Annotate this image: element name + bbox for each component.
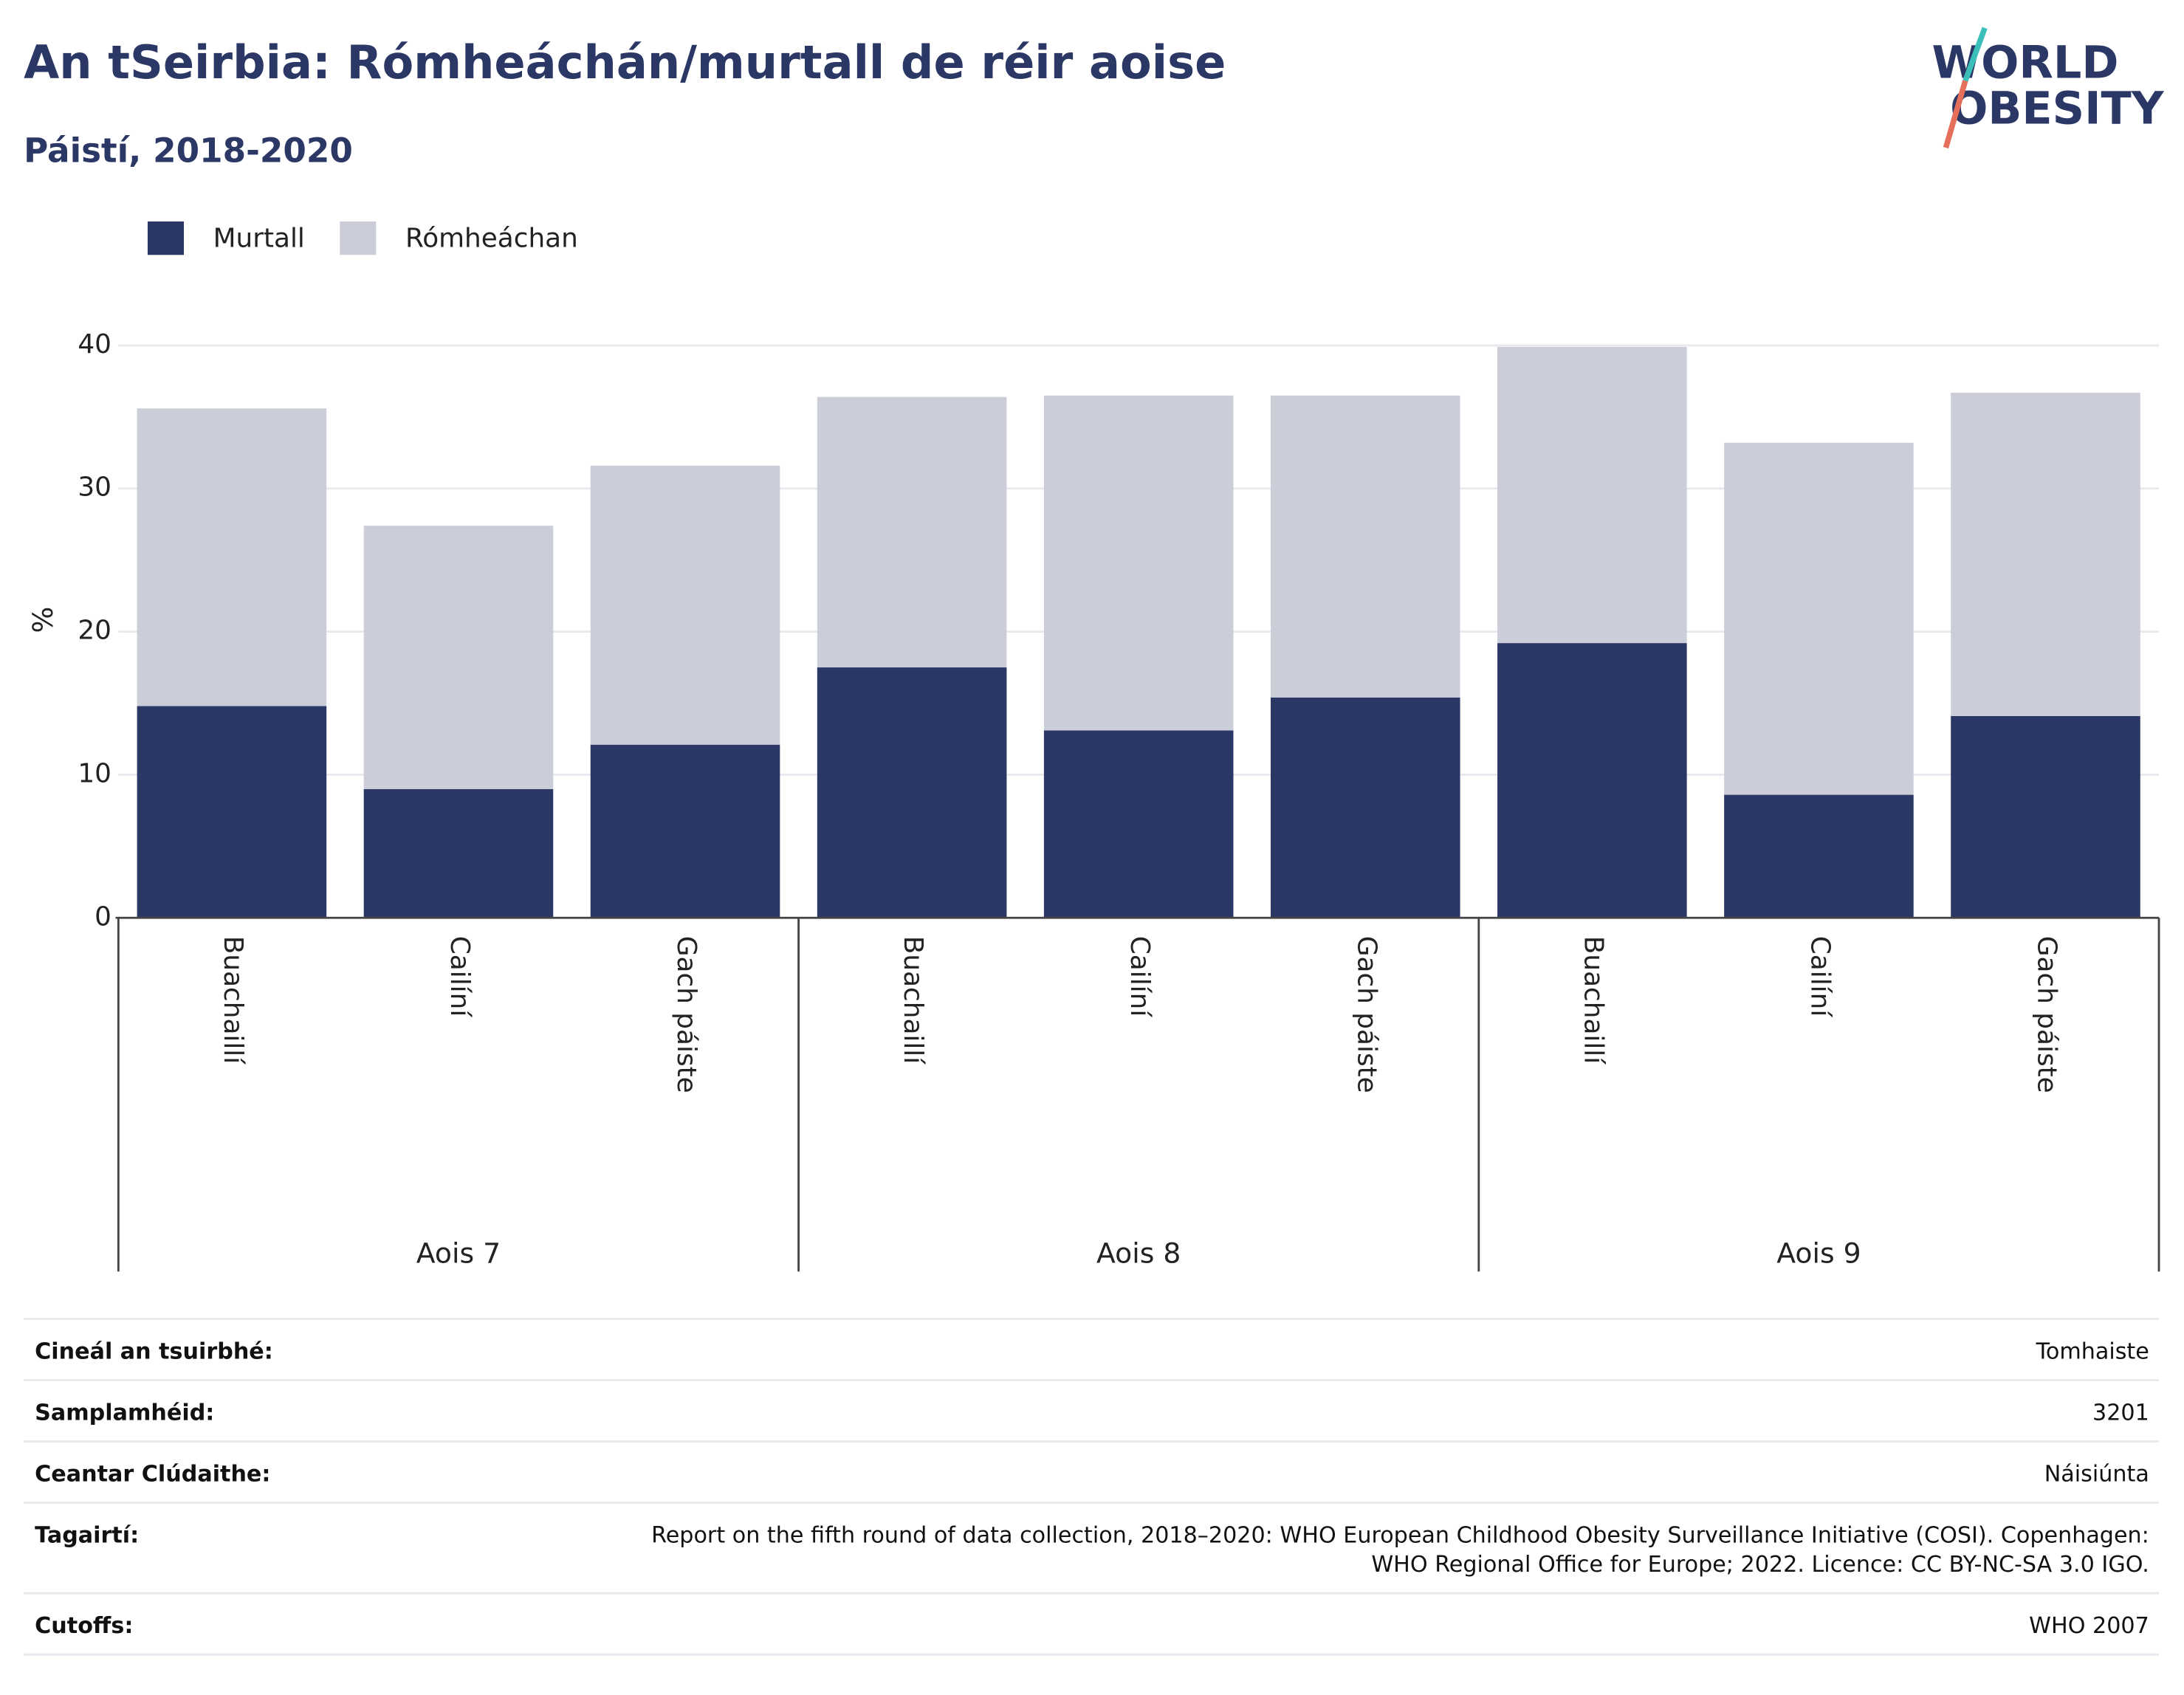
x-tick-label: Gach páiste [2032, 936, 2062, 1093]
x-tick-label: Gach páiste [1351, 936, 1381, 1093]
logo-text: WORLD [1932, 37, 2119, 89]
info-label: Samplamhéid: [35, 1400, 214, 1426]
chart-title: An tSeirbia: Rómheáchán/murtall de réir … [24, 35, 1226, 89]
bar-segment [1043, 730, 1234, 918]
info-value: Report on the fifth round of data collec… [651, 1522, 2149, 1548]
legend-swatch [340, 221, 377, 255]
info-value: WHO Regional Office for Europe; 2022. Li… [1371, 1552, 2149, 1578]
logo-slash [1962, 27, 1988, 82]
y-axis-label: % [27, 607, 59, 633]
info-label: Ceantar Clúdaithe: [35, 1461, 270, 1487]
group-label: Aois 9 [1776, 1237, 1861, 1269]
bar-segment [1951, 715, 2140, 918]
bar-segment [137, 408, 327, 706]
group-label: Aois 8 [1096, 1237, 1181, 1269]
y-tick-label: 30 [78, 472, 111, 503]
y-tick-label: 20 [78, 616, 111, 646]
legend-label: Murtall [213, 224, 305, 254]
bar-segment [1724, 442, 1914, 795]
legend-label: Rómheáchan [405, 224, 578, 254]
bar-segment [363, 526, 554, 789]
y-tick-label: 40 [78, 329, 111, 360]
y-tick-label: 0 [95, 901, 111, 932]
x-tick-label: Gach páiste [671, 936, 701, 1093]
x-tick-label: Cailíní [1804, 936, 1835, 1018]
x-tick-label: Buachaillí [898, 936, 928, 1065]
info-value: WHO 2007 [2029, 1613, 2149, 1639]
info-label: Cutoffs: [35, 1613, 133, 1639]
x-tick-label: Buachaillí [218, 936, 248, 1065]
bar-segment [1951, 392, 2140, 716]
bar-segment [590, 744, 780, 918]
logo-text: OBESITY [1950, 83, 2165, 135]
legend-swatch [147, 221, 185, 255]
x-tick-label: Buachaillí [1578, 936, 1608, 1065]
chart-subtitle: Páistí, 2018-2020 [24, 131, 353, 171]
bar-segment [1724, 794, 1914, 918]
bar-segment [1043, 395, 1234, 731]
bar-segment [590, 465, 780, 745]
bar-segment [137, 706, 327, 918]
info-value: 3201 [2092, 1400, 2149, 1426]
bar-segment [1270, 697, 1460, 918]
bar-segment [1270, 395, 1460, 698]
bar-segment [817, 396, 1007, 668]
info-label: Tagairtí: [35, 1522, 139, 1548]
x-tick-label: Cailíní [444, 936, 475, 1018]
info-label: Cineál an tsuirbhé: [35, 1338, 273, 1364]
bar-segment [1497, 643, 1687, 918]
info-value: Náisiúnta [2044, 1461, 2149, 1487]
group-label: Aois 7 [416, 1237, 501, 1269]
y-tick-label: 10 [78, 758, 111, 788]
bar-segment [1497, 346, 1687, 644]
bar-segment [363, 788, 554, 918]
logo-slash [1943, 80, 1968, 149]
x-tick-label: Cailíní [1124, 936, 1155, 1018]
info-value: Tomhaiste [2036, 1338, 2149, 1364]
bar-segment [817, 667, 1007, 918]
